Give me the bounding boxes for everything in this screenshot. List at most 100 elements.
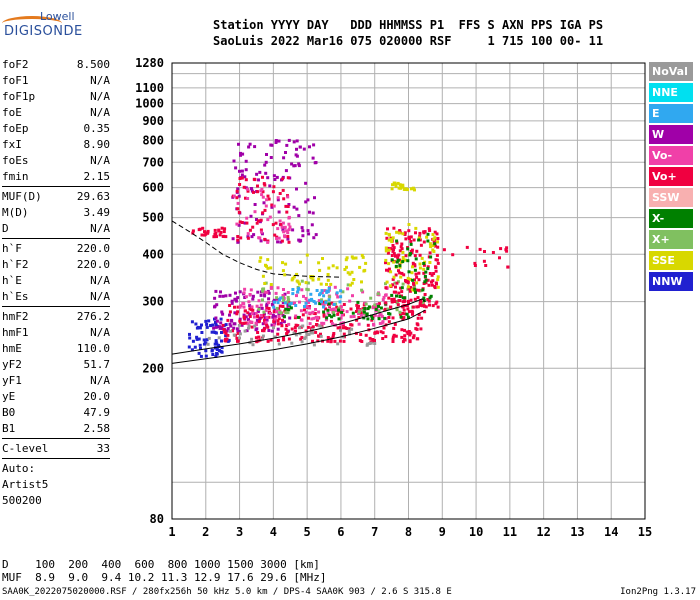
echo-point [400,312,404,315]
echo-point [395,230,399,234]
echo-point [218,325,222,329]
echo-point [414,327,418,331]
echo-point [429,294,433,298]
echo-point [391,244,395,247]
echo-point [286,235,290,238]
echo-point [311,325,315,329]
echo-point [254,336,258,340]
echo-point [282,230,286,234]
echo-point [415,322,419,326]
echo-point [236,187,240,191]
echo-point [314,308,317,311]
param-value: 8.90 [83,138,111,151]
echo-point [246,235,250,239]
echo-point [356,300,360,304]
echo-point [410,309,414,313]
echo-point [287,298,291,302]
echo-point [322,303,326,307]
echo-point [243,287,247,291]
echo-point [320,300,323,304]
echo-point [266,240,270,244]
echo-point [204,349,208,353]
echo-point [261,211,265,215]
echo-point [430,280,433,284]
echo-point [295,272,299,276]
echo-point [436,275,440,279]
echo-point [287,228,291,232]
echo-point [413,268,417,272]
echo-point [252,190,255,194]
echo-point [370,314,374,318]
echo-point [374,307,378,311]
echo-point [331,335,335,339]
echo-point [272,326,275,330]
logo-line1: Lowell [40,10,75,23]
echo-point [377,310,381,313]
echo-point [193,345,197,349]
echo-point [315,318,319,322]
echo-point [311,156,315,160]
echo-point [282,315,286,319]
echo-point [410,248,414,252]
y-tick-label: 300 [142,295,164,309]
echo-point [260,193,264,197]
echo-point [259,218,263,222]
echo-point [214,316,218,320]
echo-point [226,318,230,322]
echo-point [429,255,433,259]
echo-point [413,287,417,291]
echo-point [259,314,263,317]
echo-point [247,326,250,330]
legend-item: NNE [649,83,693,102]
echo-point [407,223,411,226]
echo-point [283,225,287,229]
echo-point [386,227,389,231]
echo-point [306,229,310,233]
echo-point [431,244,435,248]
param-label: foF1 [2,74,29,87]
echo-point [498,256,501,260]
echo-point [226,333,230,337]
echo-point [269,338,273,342]
echo-point [283,292,287,296]
echo-point [308,322,312,326]
echo-point [312,236,316,240]
echo-point [354,256,358,260]
echo-point [259,239,263,243]
echo-point [250,311,254,315]
echo-point [191,231,195,235]
echo-point [326,311,330,315]
echo-point [286,195,290,199]
echo-point [214,321,217,324]
echo-point [278,192,282,195]
echo-point [355,303,359,307]
echo-point [253,324,257,328]
echo-point [246,197,250,200]
echo-point [277,236,281,240]
echo-point [380,321,384,325]
echo-point [338,300,342,304]
echo-point [214,339,218,343]
echo-point [300,226,304,230]
echo-point [203,230,206,234]
echo-point [297,214,301,218]
echo-point [396,258,400,262]
echo-point [369,341,373,345]
echo-point [234,166,238,170]
echo-point [414,226,418,230]
echo-point [395,241,399,245]
echo-point [276,332,280,336]
echo-point [255,172,259,176]
echo-point [339,328,342,332]
legend-item: NoVal [649,62,693,81]
echo-point [285,143,289,147]
echo-point [306,281,310,285]
echo-point [301,229,305,233]
echo-point [204,319,208,323]
echo-point [365,343,369,347]
echo-point [391,316,395,320]
echo-point [222,230,226,234]
echo-point [414,288,418,292]
echo-point [272,320,276,324]
echo-point [349,307,353,311]
